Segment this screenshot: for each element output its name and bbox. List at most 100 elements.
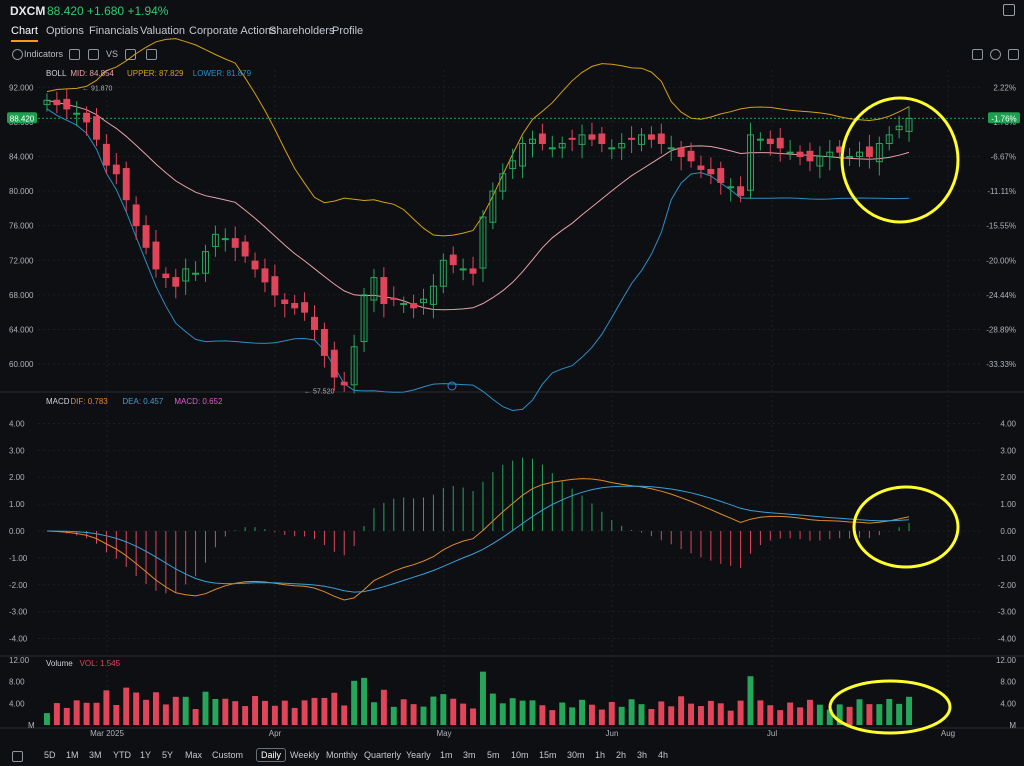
camera-icon[interactable] — [972, 49, 983, 60]
tab-financials[interactable]: Financials — [89, 25, 139, 37]
volume-bar — [588, 704, 595, 725]
candle-body — [747, 134, 754, 191]
pencil-icon[interactable] — [146, 49, 157, 60]
volume-bar — [361, 677, 368, 725]
period-4h[interactable]: 4h — [658, 750, 669, 760]
macd-tick-label: 1.00 — [9, 500, 25, 509]
candle-body — [657, 133, 665, 145]
range-5y[interactable]: 5Y — [162, 750, 174, 760]
period-1m[interactable]: 1m — [440, 750, 453, 760]
price-tick-label: 80.000 — [9, 187, 34, 196]
gear-icon[interactable] — [990, 49, 1001, 60]
layout-icon[interactable] — [88, 49, 99, 60]
pct-tick-label: -28.89% — [986, 325, 1016, 334]
settings-icon[interactable] — [69, 49, 80, 60]
period-monthly[interactable]: Monthly — [326, 750, 358, 760]
volume-bar — [53, 703, 60, 725]
panel-icon[interactable] — [12, 751, 23, 762]
macd-dif-line — [46, 478, 910, 601]
tab-valuation[interactable]: Valuation — [140, 25, 186, 37]
indicators-button[interactable]: Indicators — [24, 49, 64, 59]
tab-profile[interactable]: Profile — [332, 25, 364, 37]
macd-tick-label-right: 4.00 — [1000, 419, 1016, 428]
candle-body — [53, 99, 61, 106]
range-max[interactable]: Max — [185, 750, 203, 760]
period-weekly[interactable]: Weekly — [290, 750, 320, 760]
candle-body — [469, 268, 477, 274]
candle-body — [588, 134, 596, 140]
range-3m[interactable]: 3M — [89, 750, 102, 760]
volume-panel — [43, 671, 913, 725]
range-custom[interactable]: Custom — [212, 750, 244, 760]
volume-bar — [509, 698, 516, 725]
tab-corporate-actions[interactable]: Corporate Actions — [189, 25, 277, 37]
candle-body — [846, 155, 854, 158]
pct-tick-label: -20.00% — [986, 256, 1016, 265]
tab-options[interactable]: Options — [46, 25, 84, 37]
price-tick-label: 64.000 — [9, 325, 34, 334]
candle-body — [737, 186, 745, 196]
volume-bar — [93, 702, 100, 725]
range-5d[interactable]: 5D — [44, 750, 56, 760]
macd-label: MACD — [46, 397, 70, 406]
indicators-icon[interactable] — [12, 49, 23, 60]
period-quarterly[interactable]: Quarterly — [364, 750, 402, 760]
tab-shareholders[interactable]: Shareholders — [269, 25, 335, 37]
candle-body — [360, 294, 368, 343]
boll-label: BOLL — [46, 69, 67, 78]
candle-body — [340, 381, 348, 386]
popout-icon[interactable] — [1003, 4, 1015, 16]
volume-bar — [717, 703, 724, 725]
range-1y[interactable]: 1Y — [140, 750, 152, 760]
macd-tick-label-right: 1.00 — [1000, 500, 1016, 509]
volume-bar — [489, 693, 496, 725]
candle-body — [727, 186, 735, 189]
candle-body — [142, 225, 150, 248]
candle-body — [251, 260, 259, 270]
period-yearly[interactable]: Yearly — [406, 750, 431, 760]
volume-bar — [202, 691, 209, 725]
macd-tick-label: -3.00 — [9, 608, 28, 617]
candle-body — [439, 259, 447, 287]
candle-body — [598, 133, 606, 145]
candle-body — [865, 146, 873, 157]
volume-bar — [628, 699, 635, 725]
macd-tick-label: 3.00 — [9, 446, 25, 455]
candle-body — [63, 98, 71, 110]
pct-tick-label: -6.67% — [991, 152, 1016, 161]
period-3h[interactable]: 3h — [637, 750, 648, 760]
volume-bar — [529, 700, 536, 725]
period-1h[interactable]: 1h — [595, 750, 606, 760]
period-30m[interactable]: 30m — [567, 750, 585, 760]
fullscreen-icon[interactable] — [1008, 49, 1019, 60]
range-1m[interactable]: 1M — [66, 750, 79, 760]
volume-bar — [281, 700, 288, 725]
macd-tick-label-right: 0.00 — [1000, 527, 1016, 536]
period-3m[interactable]: 3m — [463, 750, 476, 760]
boll-upper-value: UPPER: 87.829 — [127, 69, 184, 78]
volume-bar — [688, 703, 695, 725]
period-5m[interactable]: 5m — [487, 750, 500, 760]
price-tick-label: 68.000 — [9, 291, 34, 300]
volume-bar — [886, 699, 893, 725]
x-tick-label: Apr — [269, 729, 282, 738]
period-2h[interactable]: 2h — [616, 750, 627, 760]
volume-bar — [707, 700, 714, 725]
volume-tick-label: 4.00 — [9, 699, 25, 708]
period-daily[interactable]: Daily — [256, 748, 287, 762]
volume-bar — [757, 700, 764, 725]
candle-body — [667, 147, 675, 150]
chart-area[interactable]: 92.0002.22%88.000-1.76%84.000-6.67%80.00… — [0, 0, 1024, 746]
current-price-tag — [7, 112, 37, 124]
compare-button[interactable]: VS — [106, 49, 119, 59]
period-10m[interactable]: 10m — [511, 750, 529, 760]
period-15m[interactable]: 15m — [539, 750, 557, 760]
candle-body — [647, 134, 655, 140]
tab-chart[interactable]: Chart — [11, 25, 38, 42]
range-bar: 5D 1M 3M YTD 1Y 5Y Max Custom Daily Week… — [0, 746, 1024, 766]
grid — [0, 70, 1024, 729]
candle-body — [776, 137, 784, 149]
volume-bar — [252, 696, 259, 725]
macd-panel — [46, 457, 910, 601]
range-ytd[interactable]: YTD — [113, 750, 131, 760]
